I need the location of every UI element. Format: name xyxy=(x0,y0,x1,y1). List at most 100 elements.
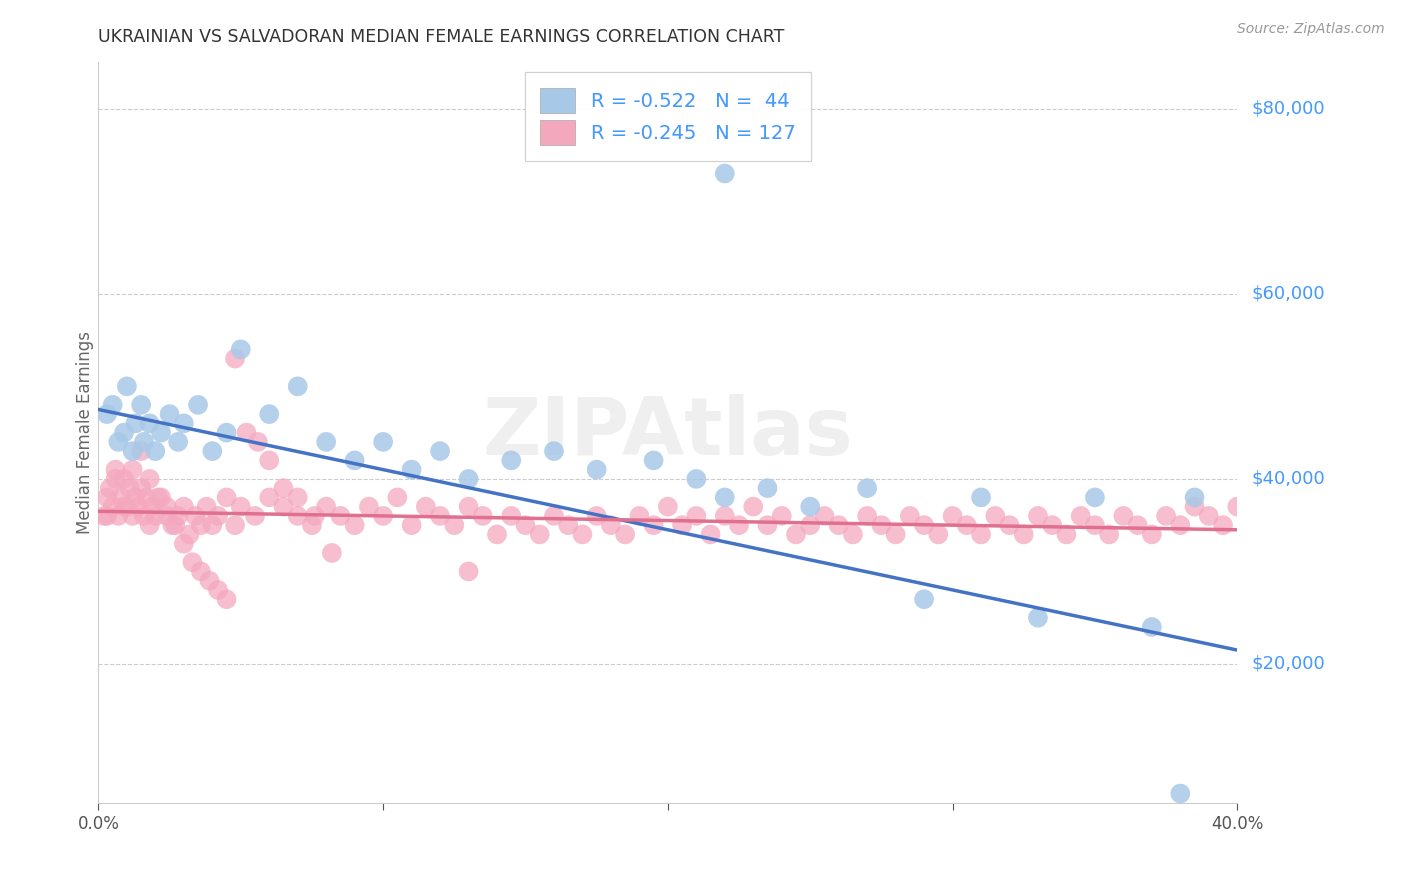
Point xyxy=(167,434,190,449)
Point xyxy=(110,491,132,505)
Point xyxy=(1098,527,1121,541)
Point xyxy=(96,407,118,421)
Text: $20,000: $20,000 xyxy=(1251,655,1324,673)
Point xyxy=(415,500,437,514)
Point xyxy=(207,508,229,523)
Point xyxy=(215,491,238,505)
Point xyxy=(115,500,138,514)
Point xyxy=(229,343,252,357)
Point xyxy=(585,508,607,523)
Point xyxy=(121,462,143,476)
Point xyxy=(756,518,779,533)
Point xyxy=(373,508,395,523)
Point xyxy=(515,518,537,533)
Point xyxy=(799,518,821,533)
Point xyxy=(501,508,523,523)
Point xyxy=(229,500,252,514)
Point xyxy=(201,444,224,458)
Point xyxy=(215,592,238,607)
Point xyxy=(101,398,124,412)
Point xyxy=(1070,508,1092,523)
Point xyxy=(98,481,121,495)
Point xyxy=(1226,500,1249,514)
Text: Source: ZipAtlas.com: Source: ZipAtlas.com xyxy=(1237,22,1385,37)
Point xyxy=(246,434,269,449)
Point xyxy=(343,518,366,533)
Point xyxy=(685,508,707,523)
Point xyxy=(181,555,204,569)
Point xyxy=(728,518,751,533)
Point xyxy=(156,508,179,523)
Point xyxy=(287,379,309,393)
Point xyxy=(104,462,127,476)
Point xyxy=(124,491,146,505)
Point xyxy=(104,472,127,486)
Point xyxy=(912,592,935,607)
Point xyxy=(457,500,479,514)
Point xyxy=(912,518,935,533)
Point xyxy=(1084,518,1107,533)
Point xyxy=(273,500,295,514)
Point xyxy=(813,508,835,523)
Point xyxy=(112,500,135,514)
Point xyxy=(970,491,993,505)
Point xyxy=(770,508,793,523)
Point xyxy=(138,472,160,486)
Point xyxy=(643,453,665,467)
Point xyxy=(942,508,965,523)
Point xyxy=(457,472,479,486)
Point xyxy=(138,518,160,533)
Point xyxy=(145,444,167,458)
Point xyxy=(998,518,1021,533)
Point xyxy=(150,491,173,505)
Point xyxy=(884,527,907,541)
Point xyxy=(115,379,138,393)
Point xyxy=(96,508,118,523)
Point xyxy=(224,518,246,533)
Point xyxy=(215,425,238,440)
Point xyxy=(1140,620,1163,634)
Point xyxy=(259,491,281,505)
Point xyxy=(287,508,309,523)
Point xyxy=(785,527,807,541)
Point xyxy=(1112,508,1135,523)
Point xyxy=(1198,508,1220,523)
Point xyxy=(235,425,257,440)
Point xyxy=(315,500,337,514)
Point xyxy=(429,508,451,523)
Point xyxy=(699,527,721,541)
Point xyxy=(543,444,565,458)
Point xyxy=(93,508,115,523)
Point xyxy=(343,453,366,467)
Point xyxy=(799,500,821,514)
Point xyxy=(129,398,152,412)
Point xyxy=(585,462,607,476)
Point xyxy=(145,508,167,523)
Point xyxy=(842,527,865,541)
Point xyxy=(927,527,949,541)
Point xyxy=(357,500,380,514)
Point xyxy=(643,518,665,533)
Point xyxy=(557,518,579,533)
Point xyxy=(167,508,190,523)
Point xyxy=(1026,610,1049,624)
Point xyxy=(956,518,979,533)
Point xyxy=(714,166,737,180)
Point xyxy=(471,508,494,523)
Point xyxy=(96,491,118,505)
Point xyxy=(101,500,124,514)
Point xyxy=(1012,527,1035,541)
Point xyxy=(112,472,135,486)
Point xyxy=(486,527,509,541)
Point xyxy=(135,491,157,505)
Point xyxy=(141,500,163,514)
Point xyxy=(124,417,146,431)
Point xyxy=(1026,508,1049,523)
Text: ZIPAtlas: ZIPAtlas xyxy=(482,393,853,472)
Point xyxy=(259,453,281,467)
Point xyxy=(856,508,879,523)
Y-axis label: Median Female Earnings: Median Female Earnings xyxy=(76,331,94,534)
Point xyxy=(259,407,281,421)
Point xyxy=(129,444,152,458)
Point xyxy=(1170,518,1192,533)
